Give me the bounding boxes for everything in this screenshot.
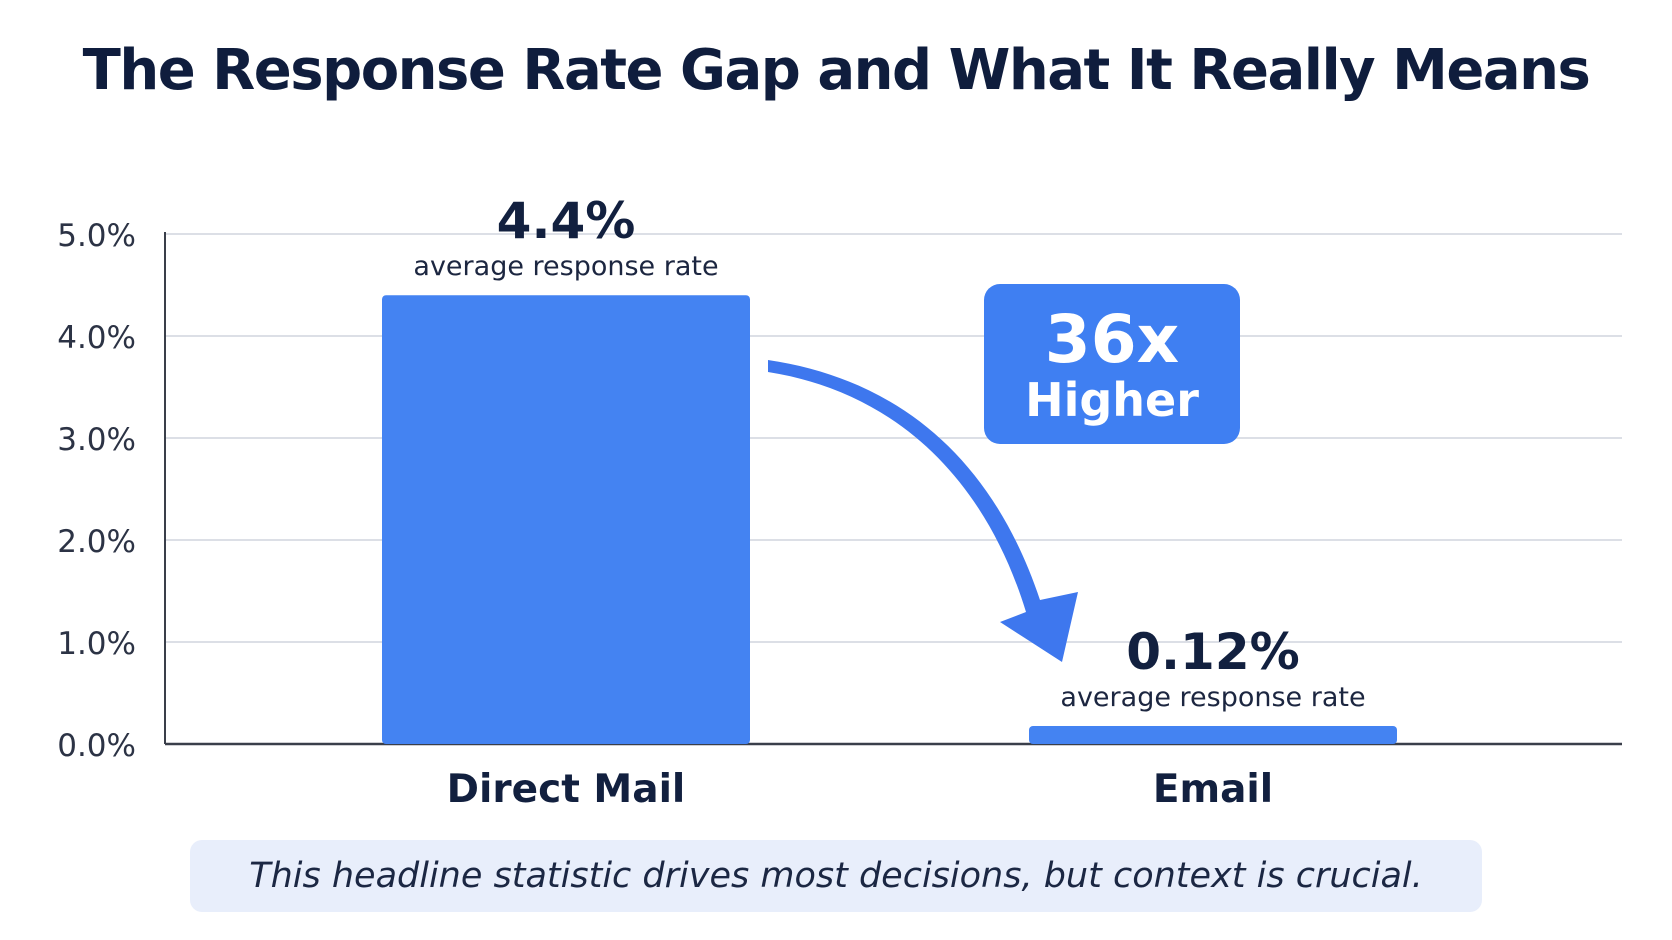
y-tick-label: 2.0% <box>57 524 136 560</box>
y-tick-label: 1.0% <box>57 626 136 662</box>
category-label: Direct Mail <box>447 767 686 812</box>
bar-sublabel: average response rate <box>1060 682 1365 713</box>
y-tick-label: 0.0% <box>57 728 136 764</box>
callout-box <box>984 284 1240 444</box>
caption-box: This headline statistic drives most deci… <box>190 840 1482 912</box>
bar <box>382 295 750 744</box>
y-tick-label: 3.0% <box>57 422 136 458</box>
bar-value-label: 0.12% <box>1126 623 1299 681</box>
y-tick-label: 4.0% <box>57 320 136 356</box>
curved-arrow-icon <box>768 360 1078 662</box>
chart-title: The Response Rate Gap and What It Really… <box>82 38 1591 103</box>
callout-label: Higher <box>1025 373 1199 427</box>
category-label: Email <box>1153 767 1273 812</box>
bar-value-label: 4.4% <box>497 192 636 250</box>
y-tick-label: 5.0% <box>57 218 136 254</box>
bar <box>1029 726 1397 744</box>
bar-sublabel: average response rate <box>413 251 718 282</box>
caption-text: This headline statistic drives most deci… <box>249 856 1423 896</box>
callout-multiplier: 36x <box>1045 301 1179 378</box>
